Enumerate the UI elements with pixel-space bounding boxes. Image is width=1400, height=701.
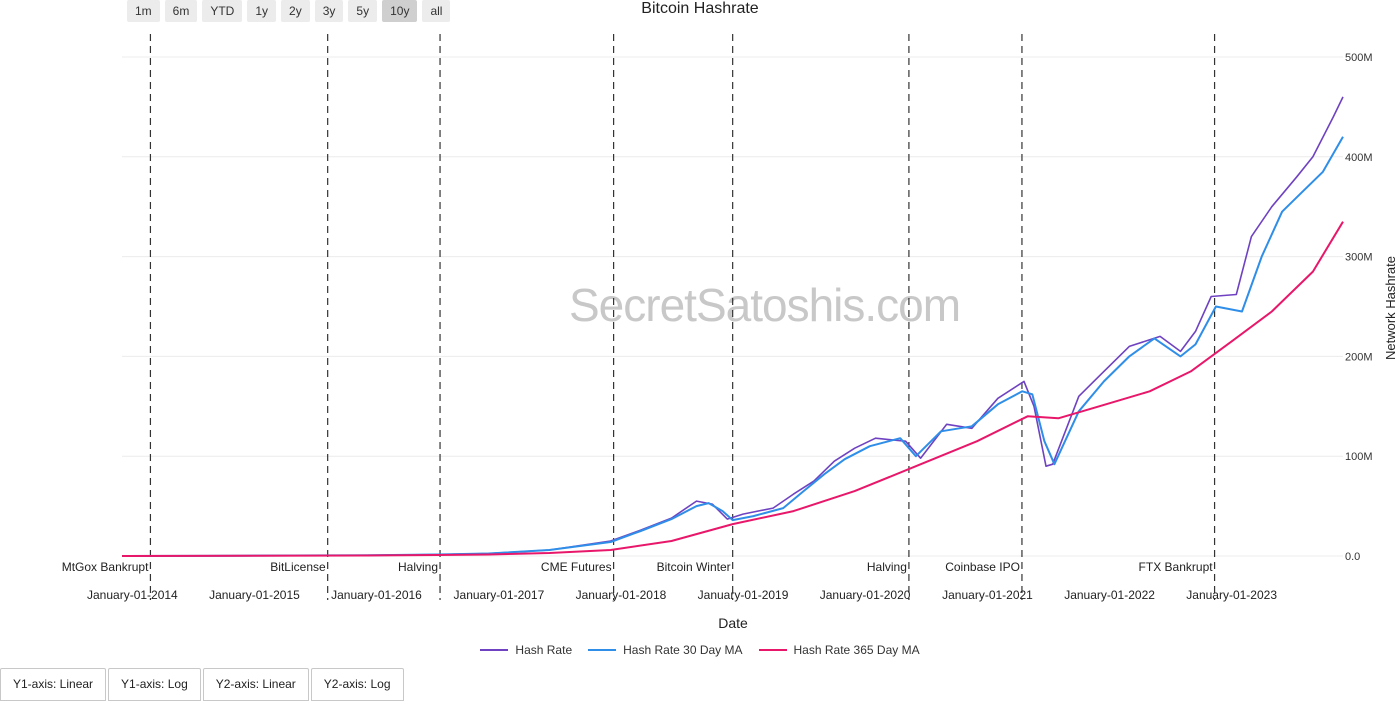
hashrate-chart: 0.0 100M 200M 300M 400M 500M Network Hashrate M… <box>62 34 1398 631</box>
legend-item[interactable]: Hash Rate 365 Day MA <box>758 643 920 657</box>
range-button-3y[interactable]: 3y <box>314 0 344 22</box>
x-axis-title: Date <box>718 615 748 631</box>
range-button-1m[interactable]: 1m <box>127 0 160 22</box>
legend-label: Hash Rate <box>515 643 573 657</box>
x-tick-label: January-01-2023 <box>1186 588 1277 602</box>
y-tick-label: 400M <box>1345 152 1373 164</box>
event-label: Bitcoin Winter <box>657 560 731 574</box>
axis-scale-button-y2-axis-linear[interactable]: Y2-axis: Linear <box>202 668 309 701</box>
x-tick-label: January-01-2018 <box>576 588 667 602</box>
event-label: FTX Bankrupt <box>1139 560 1214 574</box>
event-label: BitLicense <box>270 560 326 574</box>
event-label: MtGox Bankrupt <box>62 560 149 574</box>
y-tick-label: 100M <box>1345 451 1373 463</box>
axis-scale-button-y1-axis-linear[interactable]: Y1-axis: Linear <box>0 668 107 701</box>
series-line-hash-rate-365-day-ma <box>121 221 1344 557</box>
x-tick-label: January-01-2016 <box>331 588 422 602</box>
legend-label: Hash Rate 30 Day MA <box>623 643 743 657</box>
range-button-2y[interactable]: 2y <box>281 0 310 22</box>
legend-swatch <box>758 649 787 651</box>
range-button-5y[interactable]: 5y <box>348 0 378 22</box>
axis-scale-button-y1-axis-log[interactable]: Y1-axis: Log <box>108 668 201 701</box>
chart-title: Bitcoin Hashrate <box>641 0 759 17</box>
legend-swatch <box>588 649 617 651</box>
legend-item[interactable]: Hash Rate 30 Day MA <box>588 643 743 657</box>
y-tick-label: 200M <box>1345 351 1373 363</box>
event-label: CME Futures <box>541 560 612 574</box>
x-tick-label: January-01-2020 <box>820 588 911 602</box>
x-tick-label: January-01-2019 <box>698 588 789 602</box>
x-tick-label: January-01-2014 <box>87 588 178 602</box>
y-tick-label: 0.0 <box>1345 551 1360 563</box>
event-label: Coinbase IPO <box>945 560 1020 574</box>
range-button-ytd[interactable]: YTD <box>202 0 243 22</box>
event-label: Halving <box>867 560 907 574</box>
x-tick-label: January-01-2017 <box>454 588 545 602</box>
legend-label: Hash Rate 365 Day MA <box>793 643 920 657</box>
series-line-hash-rate-30-day-ma <box>121 136 1344 557</box>
x-tick-label: January-01-2015 <box>209 588 300 602</box>
event-label: Halving <box>398 560 438 574</box>
x-tick-label: January-01-2021 <box>942 588 1033 602</box>
range-selector: 1m 6m YTD 1y 2y 3y 5y 10y all <box>127 0 451 22</box>
range-button-all[interactable]: all <box>422 0 451 22</box>
range-button-10y[interactable]: 10y <box>382 0 418 22</box>
axis-scale-button-y2-axis-log[interactable]: Y2-axis: Log <box>310 668 404 701</box>
axis-scale-buttons: Y1-axis: Linear Y1-axis: Log Y2-axis: Line… <box>0 668 406 701</box>
watermark: SecretSatoshis.com <box>569 279 961 331</box>
range-button-6m[interactable]: 6m <box>164 0 198 22</box>
y-tick-label: 300M <box>1345 252 1373 264</box>
y-tick-label: 500M <box>1345 52 1373 64</box>
chart-legend: Hash Rate Hash Rate 30 Day MA Hash Rate 36… <box>0 643 1400 657</box>
legend-item[interactable]: Hash Rate <box>480 643 572 657</box>
legend-swatch <box>480 649 509 651</box>
y-axis-title: Network Hashrate <box>1383 256 1398 360</box>
range-button-1y[interactable]: 1y <box>247 0 277 22</box>
x-tick-label: January-01-2022 <box>1064 588 1155 602</box>
